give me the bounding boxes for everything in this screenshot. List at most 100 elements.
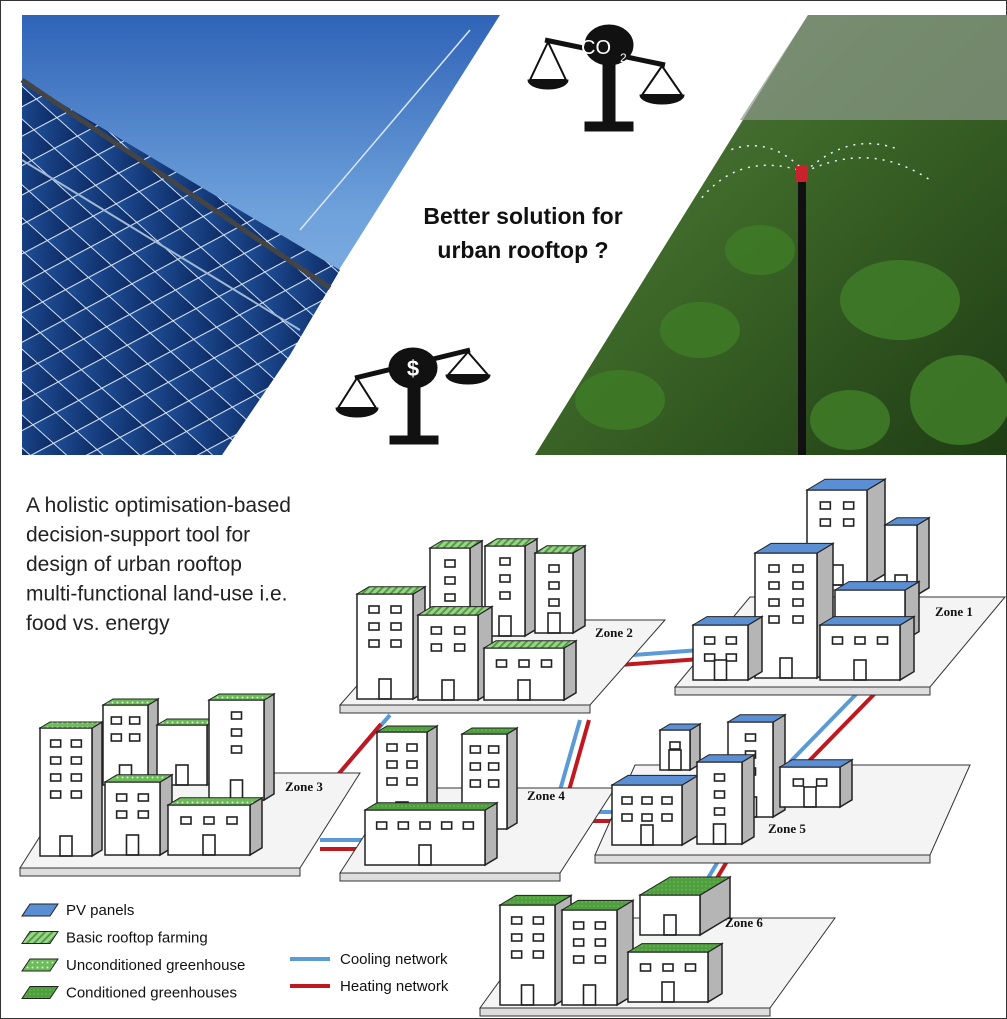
window — [594, 938, 607, 947]
building-roof — [883, 517, 931, 526]
window — [768, 598, 780, 607]
door — [668, 749, 682, 771]
description-line: design of urban rooftop — [26, 553, 242, 576]
window — [49, 790, 62, 799]
building-roof — [207, 693, 276, 701]
building-roof — [833, 581, 921, 591]
door — [498, 615, 512, 637]
spray — [699, 142, 931, 201]
building-side — [484, 801, 498, 867]
door — [441, 679, 455, 701]
door — [712, 823, 727, 845]
door — [779, 657, 793, 679]
window — [510, 916, 523, 925]
window — [70, 739, 83, 748]
window — [226, 816, 238, 825]
window — [487, 779, 500, 788]
window — [572, 921, 585, 930]
greenhouse-roof — [740, 15, 1007, 120]
window — [444, 559, 456, 568]
window — [203, 816, 215, 825]
building-front — [417, 614, 479, 701]
window — [713, 773, 726, 782]
window — [487, 745, 500, 754]
window — [669, 741, 681, 750]
zone-label: Zone 5 — [768, 821, 806, 836]
zone-label: Zone 1 — [935, 604, 973, 619]
window — [819, 501, 832, 510]
building-front — [356, 593, 414, 700]
window — [499, 591, 511, 600]
window — [548, 564, 560, 573]
window — [115, 793, 128, 802]
zone-platform-edge — [19, 867, 301, 877]
building-side — [506, 726, 518, 831]
window — [854, 636, 866, 645]
window — [440, 821, 453, 830]
window — [70, 756, 83, 765]
leaves — [575, 225, 1007, 450]
dollar-label: $ — [407, 356, 419, 381]
solar-panels — [22, 80, 340, 455]
window — [386, 743, 398, 752]
window — [792, 615, 804, 624]
window — [768, 615, 780, 624]
legend-swatch — [21, 903, 59, 917]
co2-scale — [527, 24, 685, 132]
window — [406, 760, 418, 769]
window — [548, 581, 560, 590]
window — [815, 778, 828, 787]
co2-subscript: 2 — [620, 51, 627, 65]
window — [70, 773, 83, 782]
window — [487, 762, 500, 771]
building-roof — [101, 698, 160, 706]
building-side — [707, 942, 723, 1004]
window — [495, 659, 508, 668]
window — [419, 821, 431, 830]
window — [621, 796, 633, 805]
description-line: multi-functional land-use i.e. — [26, 583, 287, 606]
legend-label: Unconditioned greenhouse — [66, 957, 245, 974]
panel-edge — [21, 159, 301, 331]
window — [462, 821, 475, 830]
building-side — [747, 615, 763, 682]
window — [661, 813, 673, 822]
building-front — [483, 647, 565, 701]
zone-label: Zone 4 — [527, 788, 565, 803]
window — [453, 643, 466, 652]
building-front — [611, 784, 683, 846]
building-front — [39, 727, 93, 857]
window — [641, 796, 653, 805]
window — [641, 813, 653, 822]
window — [444, 593, 456, 602]
building-side — [839, 758, 853, 809]
building-front — [696, 761, 743, 845]
window — [819, 518, 832, 527]
window — [110, 716, 123, 725]
window — [639, 963, 652, 972]
window — [128, 716, 141, 725]
window — [230, 711, 243, 720]
building-side — [572, 544, 586, 635]
window — [128, 733, 141, 742]
contrail — [299, 29, 471, 231]
co2-label: CO — [581, 37, 611, 59]
building-front — [627, 951, 709, 1003]
legend-label: Conditioned greenhouses — [66, 985, 237, 1002]
door — [418, 844, 432, 866]
window — [684, 963, 697, 972]
legend-label: Cooling network — [340, 951, 448, 968]
building-roof — [560, 899, 635, 911]
door — [547, 612, 561, 634]
window — [510, 950, 523, 959]
window — [230, 728, 243, 737]
door — [175, 764, 189, 786]
zone-label: Zone 3 — [285, 779, 323, 794]
window — [540, 659, 553, 668]
window — [406, 743, 418, 752]
window — [110, 733, 123, 742]
building-roof — [778, 759, 854, 768]
window — [842, 518, 855, 527]
window — [661, 796, 673, 805]
window — [532, 916, 545, 925]
